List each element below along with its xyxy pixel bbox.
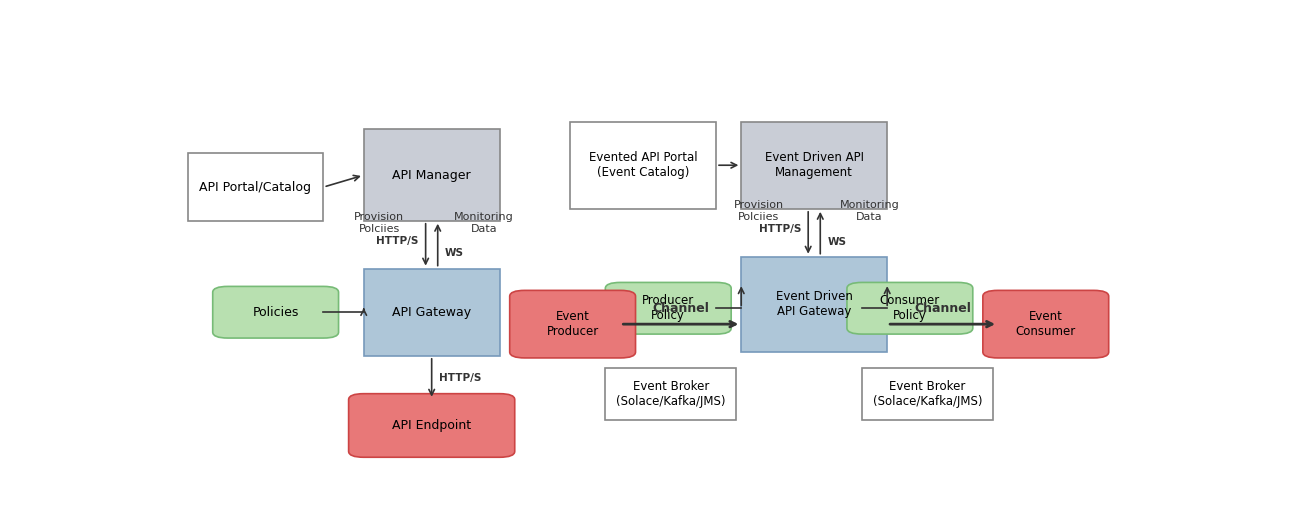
FancyBboxPatch shape (742, 256, 887, 352)
Text: Policies: Policies (252, 306, 299, 319)
Text: Provision
Polciies: Provision Polciies (355, 212, 404, 234)
Text: Channel: Channel (914, 302, 972, 315)
FancyBboxPatch shape (742, 122, 887, 209)
Text: Event Broker
(Solace/Kafka/JMS): Event Broker (Solace/Kafka/JMS) (616, 380, 726, 408)
Text: HTTP/S: HTTP/S (759, 224, 801, 234)
Text: WS: WS (827, 236, 847, 247)
Text: Evented API Portal
(Event Catalog): Evented API Portal (Event Catalog) (588, 151, 698, 179)
Text: Event Broker
(Solace/Kafka/JMS): Event Broker (Solace/Kafka/JMS) (873, 380, 982, 408)
Text: Provision
Polciies: Provision Polciies (734, 200, 783, 222)
Text: Producer
Policy: Producer Policy (642, 294, 695, 322)
Text: Consumer
Policy: Consumer Policy (879, 294, 940, 322)
Text: API Portal/Catalog: API Portal/Catalog (200, 181, 312, 194)
Text: HTTP/S: HTTP/S (439, 373, 481, 383)
Text: Monitoring
Data: Monitoring Data (455, 212, 514, 234)
Text: Event
Producer: Event Producer (547, 310, 599, 338)
Text: API Manager: API Manager (392, 169, 472, 182)
FancyBboxPatch shape (983, 291, 1108, 358)
Text: HTTP/S: HTTP/S (377, 236, 418, 246)
FancyBboxPatch shape (605, 368, 737, 420)
FancyBboxPatch shape (213, 286, 339, 338)
Text: API Endpoint: API Endpoint (392, 419, 472, 432)
FancyBboxPatch shape (863, 368, 992, 420)
FancyBboxPatch shape (364, 268, 500, 356)
Text: Channel: Channel (652, 302, 709, 315)
FancyBboxPatch shape (847, 282, 973, 334)
Text: Event Driven
API Gateway: Event Driven API Gateway (776, 291, 852, 318)
FancyBboxPatch shape (348, 394, 514, 457)
FancyBboxPatch shape (509, 291, 635, 358)
FancyBboxPatch shape (605, 282, 731, 334)
Text: Event
Consumer: Event Consumer (1016, 310, 1076, 338)
Text: Event Driven API
Management: Event Driven API Management (765, 151, 864, 179)
FancyBboxPatch shape (570, 122, 716, 209)
FancyBboxPatch shape (364, 130, 500, 221)
Text: WS: WS (444, 248, 464, 259)
Text: API Gateway: API Gateway (392, 306, 472, 319)
FancyBboxPatch shape (187, 153, 323, 221)
Text: Monitoring
Data: Monitoring Data (839, 200, 899, 222)
